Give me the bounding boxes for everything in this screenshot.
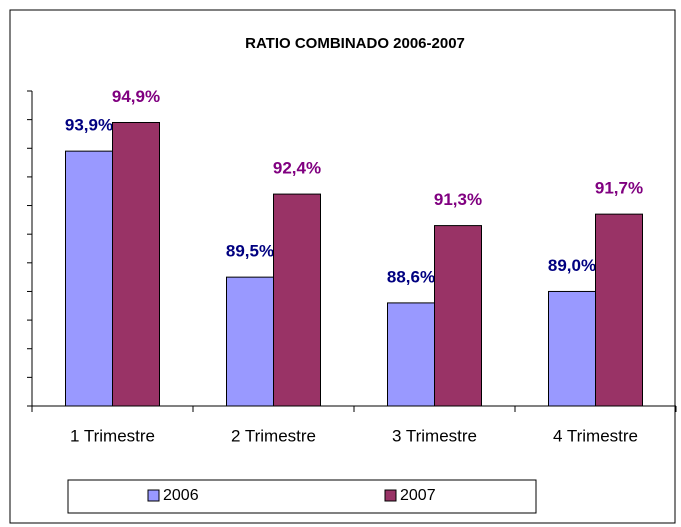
data-label: 88,6%: [387, 267, 435, 286]
bar: [595, 213, 643, 407]
data-label: 93,9%: [65, 116, 113, 135]
x-tick-label: 3 Trimestre: [392, 426, 477, 445]
legend-label: 2007: [400, 487, 436, 504]
bar: [548, 290, 596, 407]
bar: [273, 193, 321, 407]
x-tick-label: 4 Trimestre: [553, 426, 638, 445]
data-label: 89,5%: [226, 242, 274, 261]
bar: [434, 225, 482, 407]
data-label: 94,9%: [112, 87, 160, 106]
data-label: 91,7%: [595, 179, 643, 198]
bar: [112, 122, 160, 407]
legend-label: 2006: [163, 487, 199, 504]
legend-swatch: [147, 489, 160, 502]
chart-title: RATIO COMBINADO 2006-2007: [245, 35, 465, 52]
legend-swatch: [384, 489, 397, 502]
legend-box: [67, 479, 537, 514]
x-tick-label: 1 Trimestre: [70, 426, 155, 445]
bar: [65, 150, 113, 407]
data-label: 91,3%: [434, 190, 482, 209]
data-label: 92,4%: [273, 159, 321, 178]
bar: [387, 302, 435, 407]
data-label: 89,0%: [548, 256, 596, 275]
bar: [226, 276, 274, 407]
x-tick-label: 2 Trimestre: [231, 426, 316, 445]
